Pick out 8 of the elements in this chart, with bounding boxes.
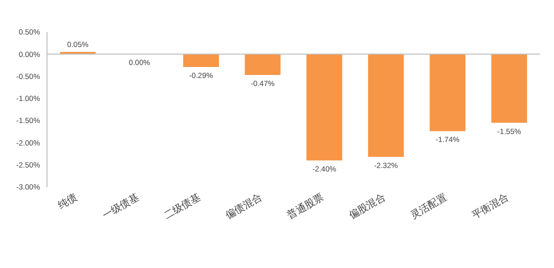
x-tick-label: 普通股票 [285,191,326,222]
x-tick-label: 偏股混合 [346,191,388,222]
x-tick-label: 一级债基 [100,191,141,222]
x-tick-label: 偏债混合 [224,191,264,222]
x-tick-label: 纯债 [56,191,80,212]
x-tick-label: 平衡混合 [470,191,511,222]
x-tick-label: 灵活配置 [408,191,450,222]
x-tick-label: 二级债基 [162,191,203,222]
